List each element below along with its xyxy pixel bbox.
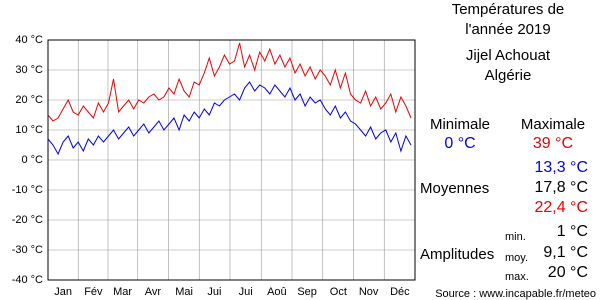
amp-max: 20 °C (548, 264, 588, 281)
y-tick-label: -20 °C (12, 214, 43, 226)
x-tick-label: Aoû (267, 286, 287, 298)
subtitle-line: Jijel Achouat (466, 47, 551, 64)
mean-label: Moyennes (420, 180, 489, 197)
title-line: Températures de (452, 1, 565, 18)
min-label: Minimale (430, 116, 490, 133)
x-tick-label: Oct (330, 286, 347, 298)
x-tick-label: Jui (239, 286, 253, 298)
x-tick-label: Mai (175, 286, 193, 298)
amp-min: 1 °C (557, 223, 588, 240)
x-tick-label: Déc (390, 286, 410, 298)
plot-border (47, 39, 416, 281)
y-tick-label: 40 °C (15, 34, 43, 46)
x-tick-label: Avr (145, 286, 162, 298)
x-tick-label: Fév (84, 286, 103, 298)
x-tick-label: Mar (113, 286, 132, 298)
subtitle-line: Algérie (485, 67, 532, 84)
x-tick-label: Jui (207, 286, 221, 298)
amp-label: Amplitudes (420, 246, 494, 263)
y-tick-label: -10 °C (12, 184, 43, 196)
min-value: 0 °C (444, 135, 475, 152)
max-value: 39 °C (533, 135, 573, 152)
source: Source : www.incapable.fr/meteo (435, 288, 596, 300)
amp-min-label: min. (505, 231, 526, 243)
x-tick-label: Jan (54, 286, 72, 298)
y-tick-label: 30 °C (15, 64, 43, 76)
y-tick-label: -40 °C (12, 274, 43, 286)
amp-max-label: max. (505, 271, 529, 283)
x-tick-label: Sep (297, 286, 317, 298)
y-tick-label: 0 °C (21, 154, 43, 166)
y-tick-label: 20 °C (15, 94, 43, 106)
amp-avg: 9,1 °C (543, 244, 588, 261)
mean-max: 22,4 °C (534, 199, 588, 216)
y-tick-label: -30 °C (12, 244, 43, 256)
amp-avg-label: moy. (505, 252, 528, 264)
series-line (47, 42, 412, 122)
mean-avg: 17,8 °C (534, 179, 588, 196)
mean-min: 13,3 °C (534, 159, 588, 176)
max-label: Maximale (521, 116, 585, 133)
title-line: l'année 2019 (465, 21, 550, 38)
series-line (47, 81, 412, 156)
x-tick-label: Nov (359, 286, 379, 298)
y-tick-label: 10 °C (15, 124, 43, 136)
